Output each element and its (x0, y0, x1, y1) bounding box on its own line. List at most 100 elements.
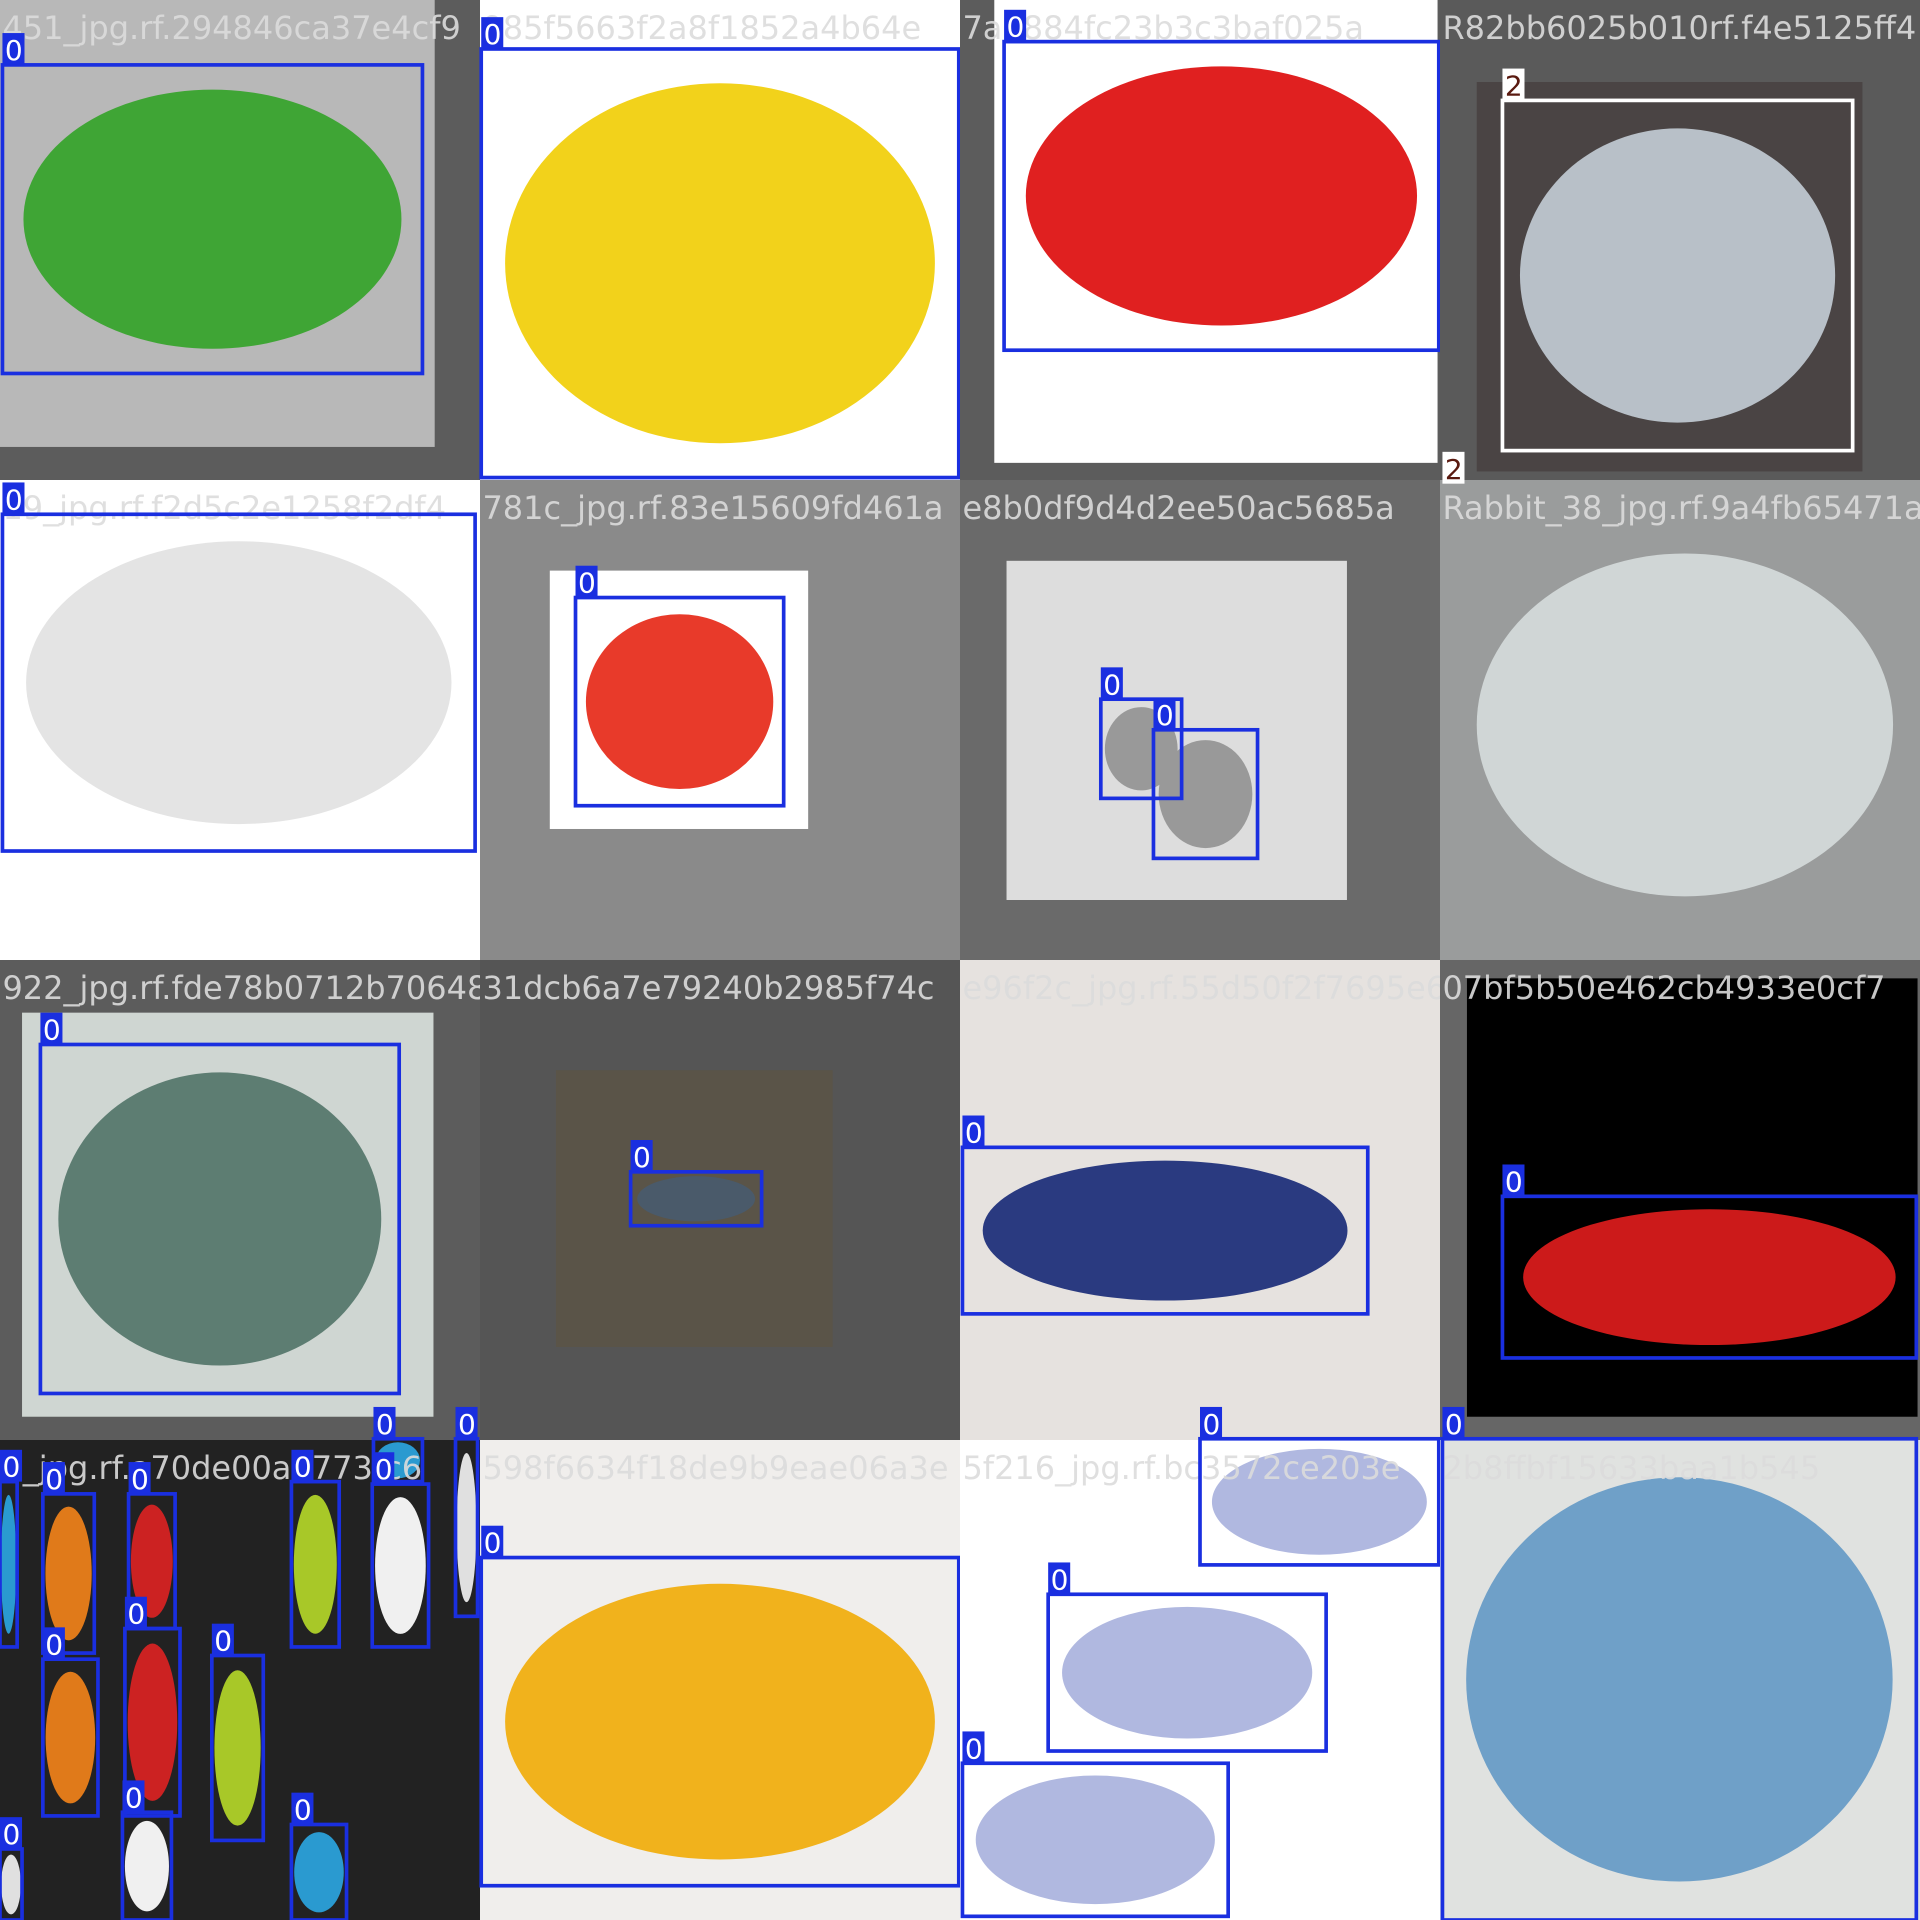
object (45, 1506, 92, 1641)
label-background (0, 1817, 23, 1849)
box-label: 0 (294, 1794, 312, 1827)
bounding-box (628, 1170, 764, 1228)
bounding-box (289, 1479, 342, 1649)
label-background (1502, 1164, 1525, 1197)
object (505, 1583, 935, 1860)
object (1158, 740, 1253, 849)
label-background (481, 17, 504, 49)
object (375, 1497, 426, 1634)
object (0, 1494, 17, 1634)
filename: 598f6634f18de9b9eae06a3e (482, 1449, 948, 1487)
object (26, 541, 452, 825)
label-background (1153, 697, 1176, 730)
filename: 985f5663f2a8f1852a4b64e (482, 9, 921, 47)
label-background (42, 1462, 65, 1494)
label-background (372, 1452, 395, 1485)
tile: 2b8ffbf15633baa1b545 0 (1440, 1406, 1920, 1920)
box-label: 0 (484, 18, 502, 51)
object (1466, 1477, 1893, 1882)
box-label: 0 (458, 1408, 476, 1441)
label-background (575, 565, 598, 598)
tile: 598f6634f18de9b9eae06a3e 0 (479, 1440, 961, 1920)
bounding-box (573, 595, 786, 808)
object (23, 89, 402, 349)
object (293, 1494, 337, 1634)
box-label: 0 (965, 1732, 983, 1765)
bounding-box (209, 1653, 266, 1843)
label-background (122, 1780, 145, 1813)
object (58, 1072, 382, 1366)
box-label: 0 (5, 483, 23, 516)
bounding-box (370, 1482, 431, 1649)
filename: 451_jpg.rf.294846ca37e4cf9 (2, 9, 460, 47)
object (124, 1820, 169, 1912)
label-background (128, 1462, 151, 1494)
label-background (1200, 1406, 1223, 1439)
box-label: 2 (1445, 453, 1463, 486)
filename: 07bf5b50e462cb4933e0cf7 (1442, 969, 1885, 1007)
label-background (291, 1792, 314, 1825)
bounding-box (960, 1761, 1231, 1919)
label-background (455, 1406, 478, 1439)
box-label: 0 (375, 1453, 393, 1486)
filename: 2_jpg.rf.a70de00a6773fc6 (2, 1449, 422, 1487)
filename: 5f216_jpg.rf.bc3572ce203e (962, 1449, 1400, 1487)
tile: e96f2c_jpg.rf.55d50f2f7695e6e9fa 0 (960, 960, 1517, 1440)
tile: 922_jpg.rf.fde78b0712b70648 0 (0, 960, 487, 1440)
bounding-box (0, 63, 425, 376)
label-background (630, 1140, 653, 1172)
object (1523, 1209, 1896, 1346)
bounding-box (1440, 1436, 1919, 1920)
box-label: 0 (2, 1451, 20, 1484)
object (127, 1643, 178, 1801)
label-background (373, 1406, 396, 1439)
box-label: 0 (376, 1408, 394, 1441)
bounding-box (1098, 697, 1184, 801)
bounding-box (1198, 1436, 1441, 1567)
filename: 2b8ffbf15633baa1b545 (1442, 1449, 1820, 1487)
box-label: 0 (5, 34, 23, 67)
object (456, 1452, 477, 1603)
bounding-box (1002, 39, 1441, 353)
label-background (1442, 451, 1465, 484)
tile: 31dcb6a7e79240b2985f74c 0 (480, 960, 960, 1440)
object (130, 1504, 173, 1618)
object (1211, 1448, 1427, 1555)
bounding-box (1151, 727, 1260, 861)
filename: 781c_jpg.rf.83e15609fd461a (482, 489, 943, 527)
bounding-box (41, 1492, 97, 1655)
filename: e96f2c_jpg.rf.55d50f2f7695e6e9fa (962, 969, 1517, 1007)
box-label: 0 (484, 1527, 502, 1560)
box-label: 0 (1445, 1408, 1463, 1441)
box-label: 0 (1007, 11, 1025, 44)
bounding-box (123, 1626, 182, 1818)
box-label: 0 (294, 1451, 312, 1484)
box-label: 0 (125, 1781, 143, 1814)
label-background (124, 1596, 147, 1629)
object (1025, 66, 1418, 326)
bounding-box (1046, 1592, 1328, 1753)
object (585, 614, 774, 790)
filename: 31dcb6a7e79240b2985f74c (482, 969, 934, 1007)
box-label: 0 (1505, 1165, 1523, 1198)
tile: 07bf5b50e462cb4933e0cf7 0 (1440, 960, 1920, 1440)
box-label: 0 (578, 567, 596, 600)
label-background (1004, 9, 1027, 42)
label-background (1048, 1562, 1071, 1595)
object (294, 1832, 344, 1913)
label-background (40, 1012, 63, 1045)
label-background (2, 482, 25, 515)
label-background (42, 1627, 65, 1660)
box-label: 0 (633, 1141, 651, 1174)
bounding-box (41, 1657, 100, 1818)
label-background (1100, 667, 1123, 700)
bounding-box (38, 1042, 402, 1396)
tile: 5f216_jpg.rf.bc3572ce203e 0 0 0 (960, 1406, 1441, 1920)
tile: e8b0df9d4d2ee50ac5685a 0 0 (960, 480, 1440, 960)
box-label: 0 (1051, 1563, 1069, 1596)
